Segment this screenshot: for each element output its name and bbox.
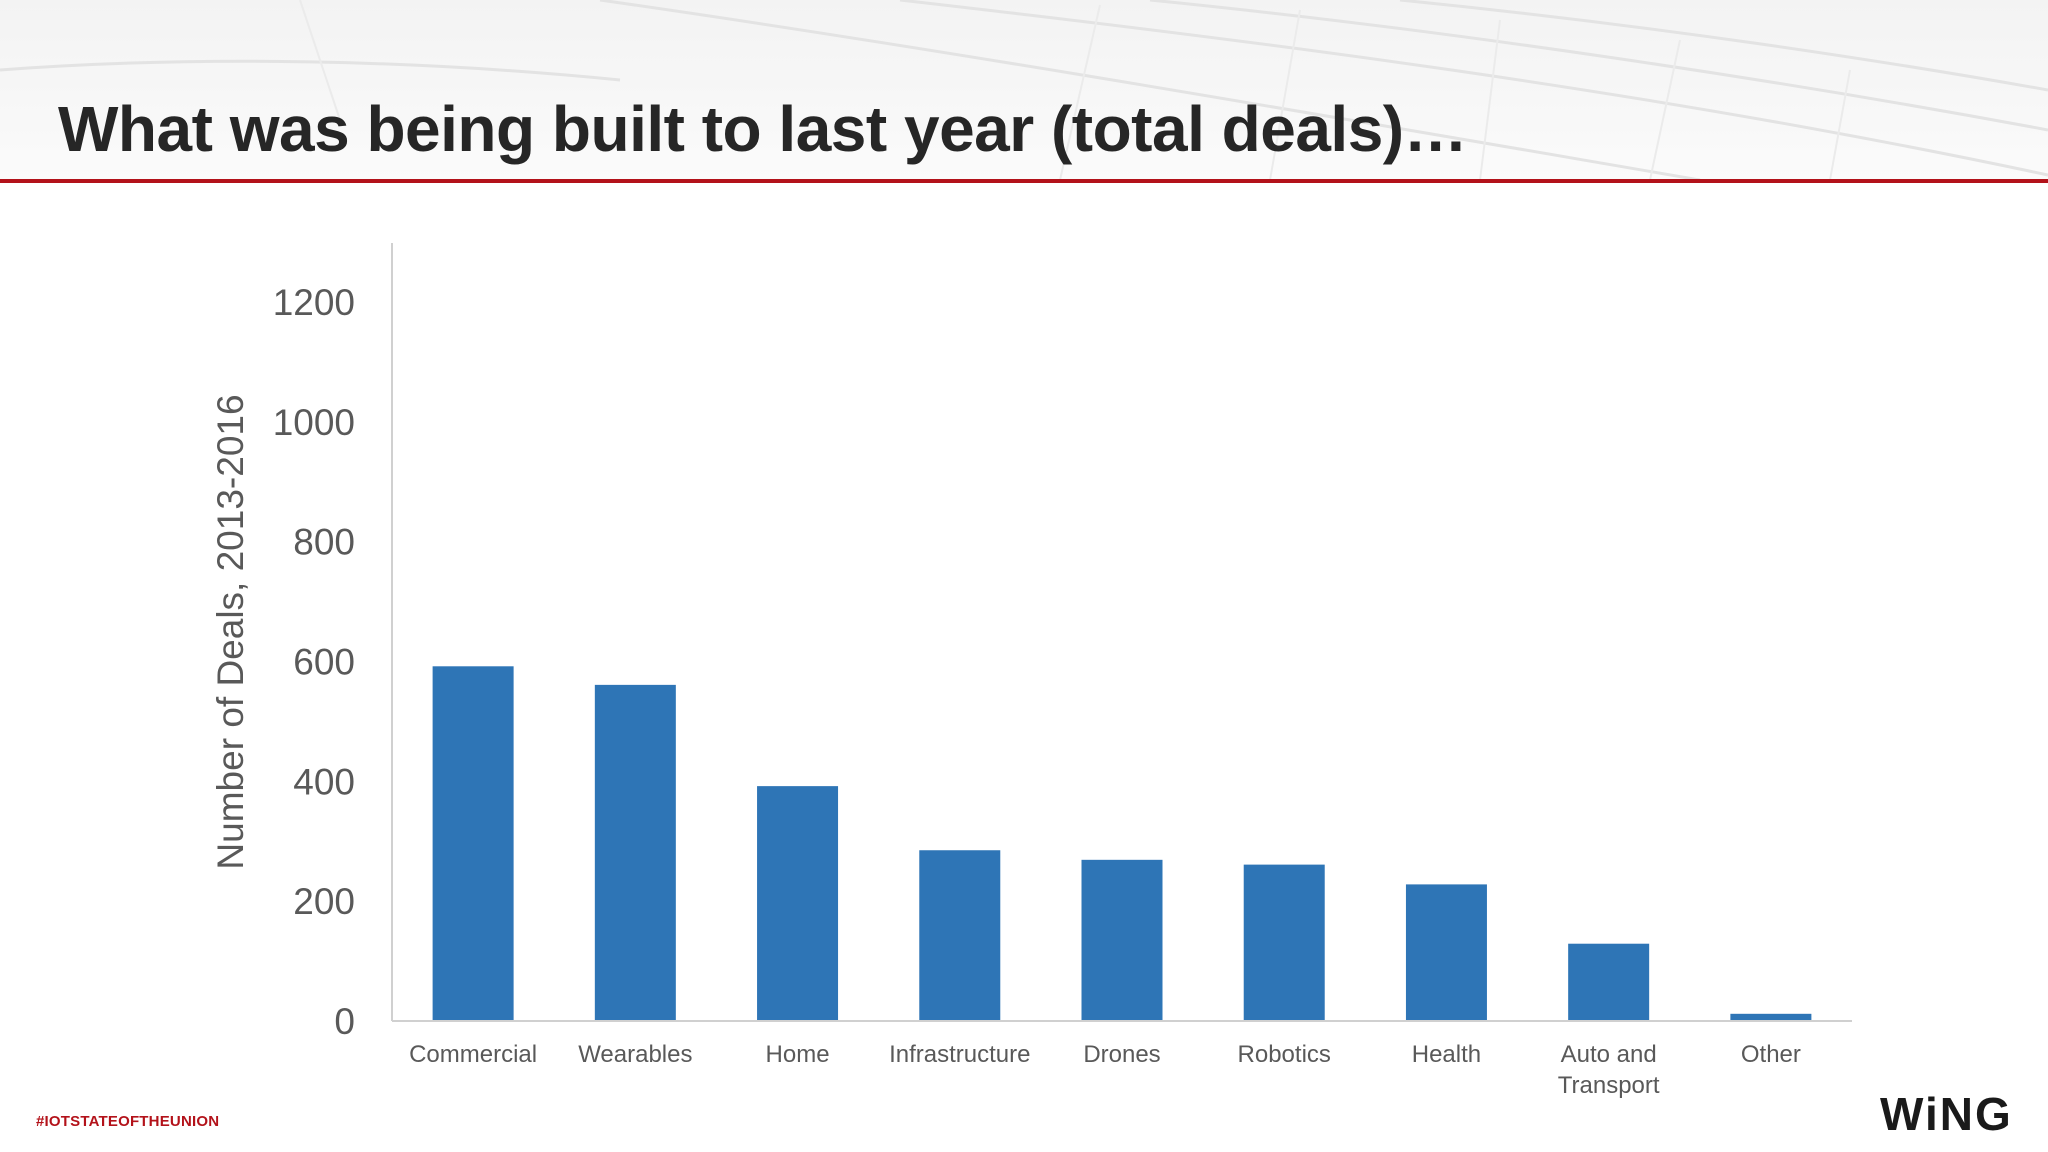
y-axis-ticks: 0 200 400 600 800 1000 1200 <box>273 282 355 1042</box>
header-background <box>0 0 2048 180</box>
bar-home <box>757 786 839 1021</box>
bar-wearables <box>594 684 676 1021</box>
y-tick-label: 0 <box>334 1001 355 1042</box>
bar-health <box>1405 884 1487 1021</box>
y-tick-label: 400 <box>293 761 355 802</box>
x-axis-ticks: Commercial Wearables Home Infrastructure Dro… <box>409 1041 1801 1099</box>
header-decoration <box>0 0 2048 180</box>
x-tick-label: Robotics <box>1238 1041 1331 1068</box>
x-tick-label: Infrastructure <box>889 1041 1030 1068</box>
bars <box>432 666 1812 1021</box>
y-tick-label: 1200 <box>273 282 355 323</box>
bar-auto-and-transport <box>1568 943 1650 1021</box>
slide-title: What was being built to last year (total… <box>58 93 1468 165</box>
x-tick-label: Auto and <box>1561 1041 1657 1068</box>
bar-other <box>1730 1013 1812 1021</box>
bar-infrastructure <box>919 850 1001 1021</box>
x-tick-label: Commercial <box>409 1041 537 1068</box>
x-tick-label: Wearables <box>578 1041 692 1068</box>
title-divider <box>0 179 2048 183</box>
bar-robotics <box>1243 864 1325 1021</box>
y-tick-label: 800 <box>293 522 355 563</box>
x-tick-label: Transport <box>1558 1072 1660 1099</box>
bar-commercial <box>432 666 514 1021</box>
x-tick-label: Other <box>1741 1041 1801 1068</box>
y-tick-label: 600 <box>293 642 355 683</box>
bar-drones <box>1081 859 1163 1021</box>
wing-logo: WiNG <box>1880 1088 2013 1140</box>
y-tick-label: 1000 <box>273 402 355 443</box>
hashtag: #IOTSTATEOFTHEUNION <box>36 1113 220 1130</box>
y-tick-label: 200 <box>293 881 355 922</box>
x-tick-label: Health <box>1412 1041 1481 1068</box>
x-tick-label: Drones <box>1083 1041 1160 1068</box>
x-tick-label: Home <box>766 1041 830 1068</box>
y-axis-label: Number of Deals, 2013-2016 <box>210 394 251 869</box>
